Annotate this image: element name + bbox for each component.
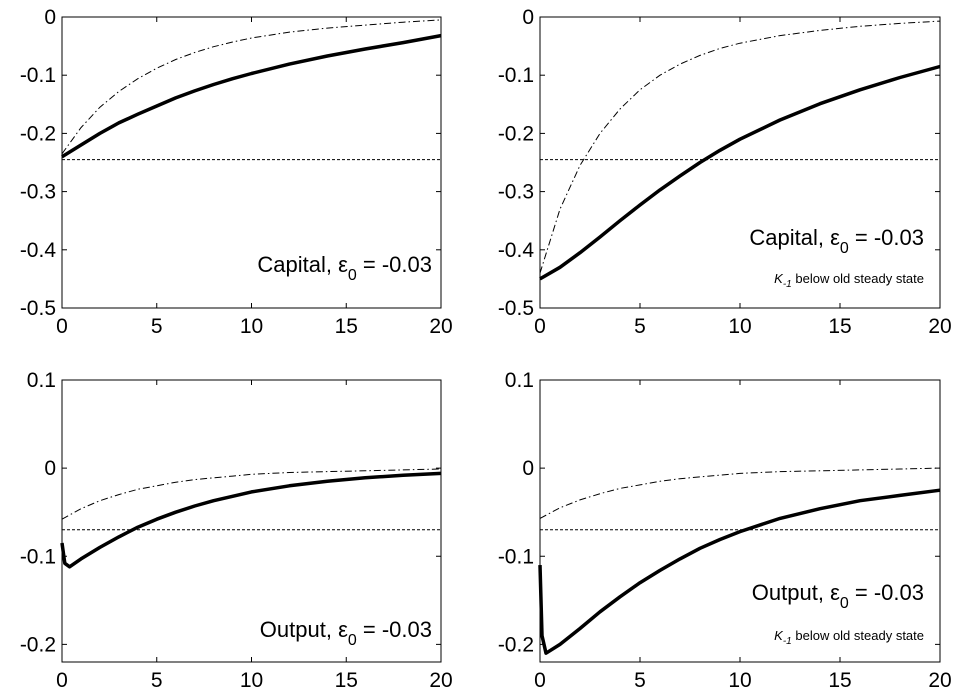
y-tick-label: -0.1 bbox=[20, 545, 56, 568]
y-tick-label: -0.2 bbox=[498, 633, 534, 656]
y-tick-label: -0.3 bbox=[20, 181, 56, 204]
series-dashdot-line bbox=[61, 468, 442, 520]
x-tick-label: 15 bbox=[828, 669, 851, 692]
series-annotation: Output, ε0 = -0.03 bbox=[260, 617, 432, 649]
axes-frame bbox=[539, 16, 941, 309]
x-tick-label: 0 bbox=[534, 669, 546, 692]
y-tick-label: -0.2 bbox=[20, 122, 56, 145]
y-tick-label: -0.2 bbox=[20, 633, 56, 656]
series-thick-line bbox=[539, 64, 941, 281]
x-tick-label: 15 bbox=[828, 315, 851, 338]
subplot-4: 0 5 10 15 20 0.1 0 -0.1 -0.2 Output, ε0 = -0.03 K-… bbox=[498, 369, 952, 692]
y-tick-label: -0.1 bbox=[498, 64, 534, 87]
series-annotation: Capital, ε0 = -0.03 bbox=[749, 225, 924, 257]
y-tick-label: 0 bbox=[522, 457, 534, 480]
axes-frame bbox=[539, 379, 941, 663]
x-tick-label: 10 bbox=[240, 669, 263, 692]
x-tick-label: 10 bbox=[240, 315, 263, 338]
x-tick-label: 5 bbox=[634, 669, 646, 692]
series-thick-line bbox=[61, 33, 442, 159]
x-tick-label: 5 bbox=[151, 669, 163, 692]
y-tick-label: 0 bbox=[44, 6, 56, 29]
steady-state-note: K-1 below old steady state bbox=[774, 271, 924, 290]
y-tick-label: -0.1 bbox=[20, 64, 56, 87]
x-tick-label: 15 bbox=[335, 315, 358, 338]
x-tick-label: 5 bbox=[151, 315, 163, 338]
y-tick-label: 0.1 bbox=[27, 369, 56, 392]
y-tick-label: -0.5 bbox=[20, 297, 56, 320]
subplot-3: 0 5 10 15 20 0.1 0 -0.1 -0.2 Output, ε0 = -0.03 bbox=[20, 369, 453, 692]
x-tick-label: 0 bbox=[534, 315, 546, 338]
y-tick-label: -0.4 bbox=[498, 239, 535, 262]
x-tick-label: 20 bbox=[429, 315, 452, 338]
x-tick-label: 0 bbox=[56, 669, 68, 692]
x-tick-label: 15 bbox=[335, 669, 358, 692]
subplot-1: 0 5 10 15 20 0 -0.1 -0.2 -0.3 -0.4 -0.5 Capital, ε0… bbox=[20, 6, 453, 338]
axes-frame bbox=[61, 16, 442, 309]
axes-frame bbox=[61, 379, 442, 663]
series-annotation: Output, ε0 = -0.03 bbox=[752, 580, 924, 612]
series-dashdot-line bbox=[539, 467, 941, 519]
y-tick-label: 0 bbox=[522, 6, 534, 29]
subplot-2: 0 5 10 15 20 0 -0.1 -0.2 -0.3 -0.4 -0.5 Capital, ε0… bbox=[498, 6, 952, 338]
x-tick-label: 10 bbox=[728, 315, 751, 338]
steady-state-note: K-1 below old steady state bbox=[774, 628, 924, 647]
x-tick-label: 5 bbox=[634, 315, 646, 338]
x-tick-label: 20 bbox=[928, 669, 951, 692]
series-annotation: Capital, ε0 = -0.03 bbox=[257, 252, 432, 284]
y-tick-label: 0.1 bbox=[505, 369, 534, 392]
x-tick-label: 20 bbox=[429, 669, 452, 692]
series-thick-line bbox=[538, 488, 941, 655]
series-thick-line bbox=[60, 471, 442, 569]
y-tick-label: -0.2 bbox=[498, 122, 534, 145]
x-tick-label: 0 bbox=[56, 315, 68, 338]
y-tick-label: -0.5 bbox=[498, 297, 534, 320]
x-tick-label: 10 bbox=[728, 669, 751, 692]
series-dashdot-line bbox=[539, 20, 941, 274]
y-tick-label: -0.4 bbox=[20, 239, 57, 262]
x-tick-label: 20 bbox=[928, 315, 951, 338]
series-dashdot-line bbox=[61, 19, 442, 155]
y-tick-label: 0 bbox=[44, 457, 56, 480]
y-tick-label: -0.1 bbox=[498, 545, 534, 568]
y-tick-label: -0.3 bbox=[498, 181, 534, 204]
